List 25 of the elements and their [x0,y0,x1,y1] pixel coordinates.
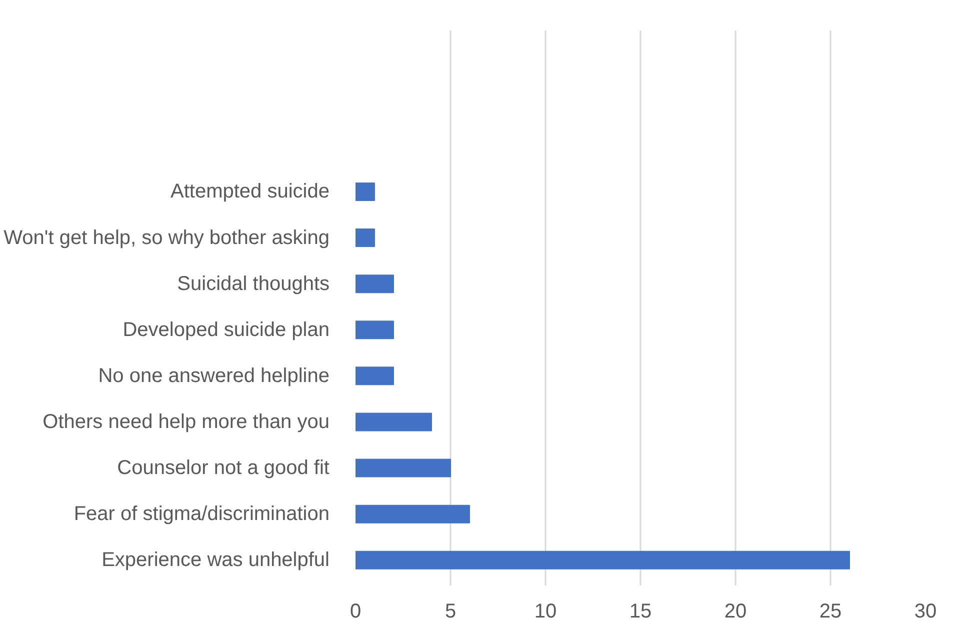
y-tick-label: Counselor not a good fit [117,457,330,480]
bar [356,366,394,386]
bar [356,182,375,201]
bar [356,550,850,570]
y-tick-label: Suicidal thoughts [177,272,330,295]
y-tick-label: Won't get help, so why bother asking [4,226,330,249]
x-tick-label: 30 [914,600,937,622]
x-tick-label: 0 [350,600,362,622]
x-tick-label: 10 [534,600,557,622]
bar [356,228,375,248]
y-tick-label: Attempted suicide [170,180,330,203]
x-tick-label: 20 [724,600,747,622]
bar [356,412,432,432]
x-tick-label: 5 [444,600,456,622]
x-tick-label: 15 [629,600,652,622]
bar [356,504,470,524]
bar [356,320,394,340]
y-tick-label: Developed suicide plan [122,318,330,341]
bar [356,274,394,294]
y-tick-label: Experience was unhelpful [102,549,330,572]
y-tick-label: Others need help more than you [42,410,330,433]
x-tick-label: 25 [819,600,842,622]
bar [356,458,451,478]
y-tick-label: No one answered helpline [98,364,330,387]
y-tick-label: Fear of stigma/discrimination [74,503,330,526]
